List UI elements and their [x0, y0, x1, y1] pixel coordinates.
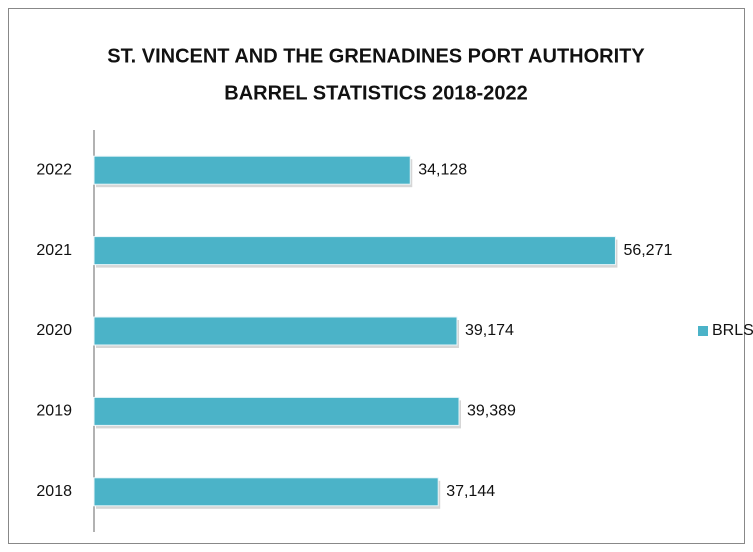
- data-label: 56,271: [623, 242, 672, 259]
- y-tick-label: 2020: [36, 322, 72, 339]
- chart-title: BARREL STATISTICS 2018-2022: [224, 82, 527, 104]
- bar: [93, 236, 616, 266]
- bar: [93, 477, 439, 507]
- data-label: 39,389: [467, 403, 516, 420]
- bar: [93, 316, 458, 346]
- y-tick-label: 2018: [36, 483, 72, 500]
- legend-swatch: [698, 326, 708, 336]
- y-tick-label: 2021: [36, 242, 72, 259]
- legend-label: BRLS: [712, 322, 753, 339]
- chart-border: [8, 8, 745, 544]
- y-tick-label: 2022: [36, 161, 72, 178]
- y-tick-label: 2019: [36, 403, 72, 420]
- bar: [93, 155, 411, 185]
- bar: [93, 396, 460, 426]
- data-label: 37,144: [446, 483, 495, 500]
- chart-title: ST. VINCENT AND THE GRENADINES PORT AUTH…: [107, 45, 645, 67]
- data-label: 39,174: [465, 322, 514, 339]
- data-label: 34,128: [418, 161, 467, 178]
